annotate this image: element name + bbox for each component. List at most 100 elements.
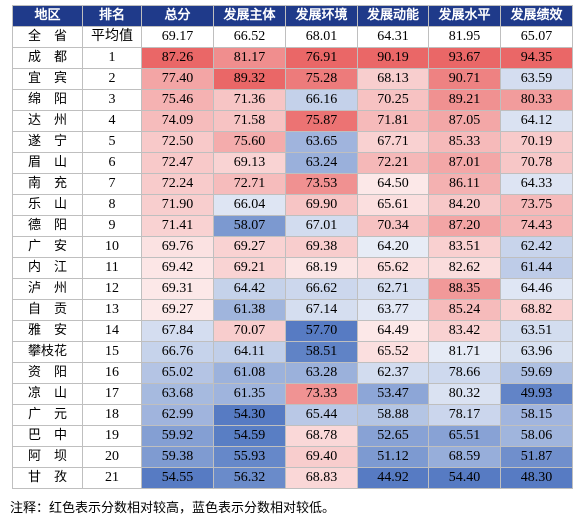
score-cell: 72.47 — [141, 152, 214, 174]
score-cell: 70.25 — [357, 89, 429, 111]
table-row: 广 安 10 69.76 69.27 69.38 64.20 83.51 62.42 — [12, 236, 573, 258]
score-cell: 65.52 — [357, 341, 429, 363]
rank-cell: 13 — [82, 299, 142, 321]
rank-cell: 5 — [82, 131, 142, 153]
table-row: 甘 孜 21 54.55 56.32 68.83 44.92 54.40 48.30 — [12, 467, 573, 489]
score-cell: 62.71 — [357, 278, 429, 300]
rank-cell: 2 — [82, 68, 142, 90]
score-cell: 71.90 — [141, 194, 214, 216]
score-cell: 69.27 — [141, 299, 214, 321]
score-cell: 69.90 — [285, 194, 358, 216]
score-cell: 65.62 — [357, 257, 429, 279]
score-cell: 72.21 — [357, 152, 429, 174]
score-cell: 64.11 — [213, 341, 286, 363]
score-cell: 65.61 — [357, 194, 429, 216]
score-cell: 63.65 — [285, 131, 358, 153]
region-cell: 宜 宾 — [12, 68, 83, 90]
score-cell: 72.71 — [213, 173, 286, 195]
score-cell: 64.49 — [357, 320, 429, 342]
score-cell: 67.01 — [285, 215, 358, 237]
table-row: 巴 中 19 59.92 54.59 68.78 52.65 65.51 58.06 — [12, 425, 573, 447]
table-row: 资 阳 16 65.02 61.08 63.28 62.37 78.66 59.69 — [12, 362, 573, 384]
score-cell: 73.75 — [500, 194, 573, 216]
score-cell: 69.17 — [141, 26, 214, 48]
score-cell: 69.31 — [141, 278, 214, 300]
score-cell: 63.96 — [500, 341, 573, 363]
table-row: 德 阳 9 71.41 58.07 67.01 70.34 87.20 74.43 — [12, 215, 573, 237]
score-cell: 88.35 — [428, 278, 501, 300]
table-row: 眉 山 6 72.47 69.13 63.24 72.21 87.01 70.78 — [12, 152, 573, 174]
score-cell: 72.50 — [141, 131, 214, 153]
score-cell: 52.65 — [357, 425, 429, 447]
score-cell: 83.51 — [428, 236, 501, 258]
score-cell: 65.02 — [141, 362, 214, 384]
region-cell: 雅 安 — [12, 320, 83, 342]
table-row: 内 江 11 69.42 69.21 68.19 65.62 82.62 61.44 — [12, 257, 573, 279]
score-cell: 71.81 — [357, 110, 429, 132]
region-cell: 广 安 — [12, 236, 83, 258]
region-cell: 阿 坝 — [12, 446, 83, 468]
table-row: 雅 安 14 67.84 70.07 57.70 64.49 83.42 63.51 — [12, 320, 573, 342]
score-cell: 81.71 — [428, 341, 501, 363]
score-cell: 66.62 — [285, 278, 358, 300]
region-cell: 巴 中 — [12, 425, 83, 447]
note: 注释：红色表示分数相对较高，蓝色表示分数相对较低。 — [10, 501, 336, 516]
table-row: 泸 州 12 69.31 64.42 66.62 62.71 88.35 64.46 — [12, 278, 573, 300]
score-cell: 51.87 — [500, 446, 573, 468]
table-row: 凉 山 17 63.68 61.35 73.33 53.47 80.32 49.93 — [12, 383, 573, 405]
score-cell: 69.13 — [213, 152, 286, 174]
rank-cell: 21 — [82, 467, 142, 489]
region-cell: 绵 阳 — [12, 89, 83, 111]
table-row: 宜 宾 2 77.40 89.32 75.28 68.13 90.71 63.59 — [12, 68, 573, 90]
region-cell: 达 州 — [12, 110, 83, 132]
rank-cell: 1 — [82, 47, 142, 69]
score-cell: 87.01 — [428, 152, 501, 174]
score-cell: 63.59 — [500, 68, 573, 90]
region-cell: 甘 孜 — [12, 467, 83, 489]
score-cell: 77.40 — [141, 68, 214, 90]
score-cell: 69.40 — [285, 446, 358, 468]
score-cell: 61.38 — [213, 299, 286, 321]
score-cell: 58.07 — [213, 215, 286, 237]
score-cell: 71.58 — [213, 110, 286, 132]
region-cell: 攀枝花 — [12, 341, 83, 363]
rank-cell: 14 — [82, 320, 142, 342]
rank-cell: 11 — [82, 257, 142, 279]
score-cell: 84.20 — [428, 194, 501, 216]
score-cell: 59.92 — [141, 425, 214, 447]
rank-cell: 16 — [82, 362, 142, 384]
score-cell: 81.17 — [213, 47, 286, 69]
score-cell: 63.51 — [500, 320, 573, 342]
score-cell: 64.12 — [500, 110, 573, 132]
score-cell: 70.19 — [500, 131, 573, 153]
score-cell: 64.46 — [500, 278, 573, 300]
score-cell: 81.95 — [428, 26, 501, 48]
score-cell: 59.38 — [141, 446, 214, 468]
score-cell: 85.33 — [428, 131, 501, 153]
table-row: 成 都 1 87.26 81.17 76.91 90.19 93.67 94.35 — [12, 47, 573, 69]
score-cell: 70.34 — [357, 215, 429, 237]
score-cell: 90.19 — [357, 47, 429, 69]
rank-cell: 15 — [82, 341, 142, 363]
header-cell: 发展绩效 — [500, 5, 573, 27]
region-cell: 自 贡 — [12, 299, 83, 321]
score-cell: 87.20 — [428, 215, 501, 237]
score-cell: 62.37 — [357, 362, 429, 384]
score-cell: 70.78 — [500, 152, 573, 174]
rank-cell: 9 — [82, 215, 142, 237]
score-cell: 71.36 — [213, 89, 286, 111]
score-cell: 54.30 — [213, 404, 286, 426]
score-cell: 56.32 — [213, 467, 286, 489]
rank-cell: 7 — [82, 173, 142, 195]
score-cell: 93.67 — [428, 47, 501, 69]
score-cell: 64.50 — [357, 173, 429, 195]
region-cell: 广 元 — [12, 404, 83, 426]
score-cell: 62.99 — [141, 404, 214, 426]
score-cell: 58.15 — [500, 404, 573, 426]
score-cell: 73.33 — [285, 383, 358, 405]
region-cell: 全 省 — [12, 26, 83, 48]
score-cell: 87.26 — [141, 47, 214, 69]
score-cell: 66.16 — [285, 89, 358, 111]
score-cell: 68.83 — [285, 467, 358, 489]
score-cell: 87.05 — [428, 110, 501, 132]
